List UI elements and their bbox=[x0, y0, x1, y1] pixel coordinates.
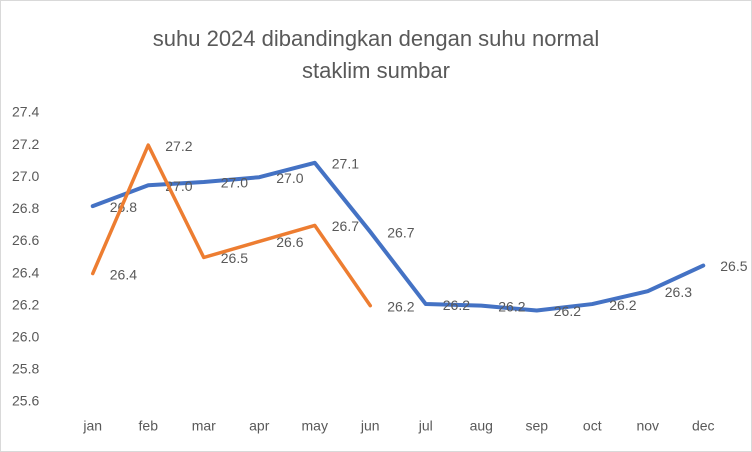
y-tick-label: 26.2 bbox=[12, 296, 39, 312]
y-tick-label: 27.4 bbox=[12, 104, 39, 120]
data-label: 26.2 bbox=[443, 297, 470, 313]
chart-title: suhu 2024 dibandingkan dengan suhu norma… bbox=[153, 26, 599, 51]
data-label: 26.5 bbox=[221, 250, 248, 266]
data-label: 26.2 bbox=[609, 297, 636, 313]
x-tick-label: aug bbox=[470, 418, 493, 434]
data-label: 26.2 bbox=[498, 298, 525, 314]
data-label: 26.2 bbox=[387, 298, 414, 314]
data-label: 26.3 bbox=[665, 284, 692, 300]
x-tick-label: oct bbox=[583, 418, 602, 434]
x-tick-label: sep bbox=[525, 418, 548, 434]
y-tick-label: 26.8 bbox=[12, 200, 39, 216]
data-label: 27.1 bbox=[332, 155, 359, 171]
series-line bbox=[91, 143, 372, 308]
x-tick-label: mar bbox=[192, 418, 216, 434]
y-tick-label: 26.0 bbox=[12, 328, 39, 344]
data-label: 26.4 bbox=[110, 266, 137, 282]
x-tick-label: jan bbox=[82, 418, 102, 434]
series-line bbox=[90, 160, 706, 313]
data-label: 27.2 bbox=[165, 138, 192, 154]
y-tick-label: 25.8 bbox=[12, 361, 39, 377]
x-tick-label: dec bbox=[692, 418, 715, 434]
y-tick-label: 26.6 bbox=[12, 232, 39, 248]
x-tick-label: nov bbox=[636, 418, 659, 434]
x-tick-label: feb bbox=[139, 418, 159, 434]
data-label: 26.6 bbox=[276, 234, 303, 250]
data-label: 26.2 bbox=[554, 303, 581, 319]
data-label: 26.5 bbox=[720, 258, 747, 274]
x-tick-label: apr bbox=[249, 418, 270, 434]
x-tick-label: may bbox=[302, 418, 328, 434]
y-tick-label: 25.6 bbox=[12, 393, 39, 409]
data-label: 26.7 bbox=[387, 225, 414, 241]
data-label: 26.7 bbox=[332, 218, 359, 234]
chart-title: staklim sumbar bbox=[302, 58, 450, 83]
x-tick-label: jul bbox=[418, 418, 433, 434]
y-tick-label: 27.2 bbox=[12, 136, 39, 152]
x-tick-label: jun bbox=[360, 418, 380, 434]
y-tick-label: 27.0 bbox=[12, 168, 39, 184]
y-tick-label: 26.4 bbox=[12, 264, 39, 280]
data-label: 27.0 bbox=[221, 175, 248, 191]
data-label: 27.0 bbox=[276, 170, 303, 186]
